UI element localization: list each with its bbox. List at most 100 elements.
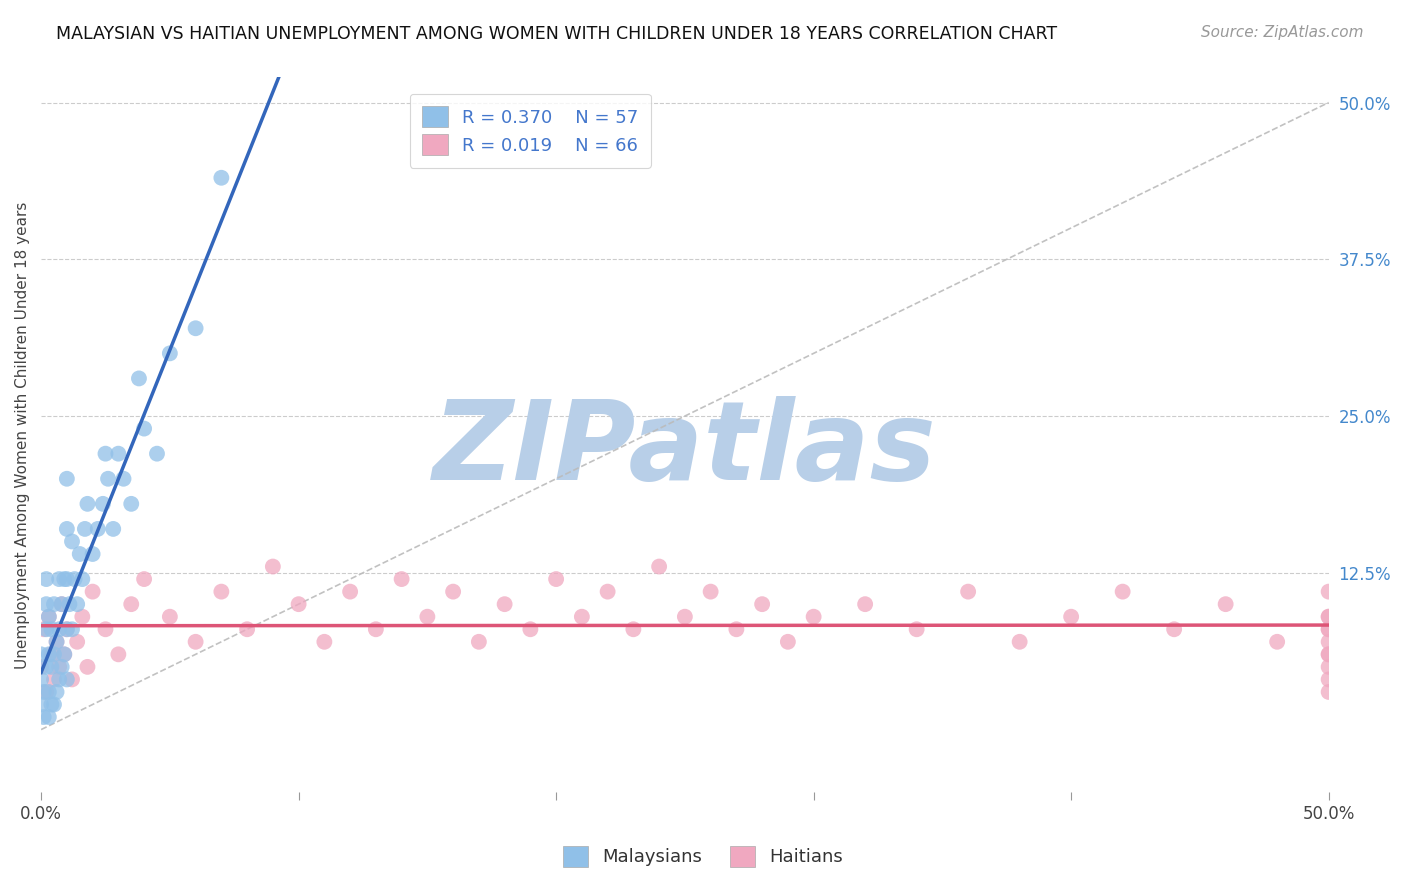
Point — [1317, 648, 1340, 662]
Point — [184, 634, 207, 648]
Point — [1008, 634, 1031, 648]
Point — [38, 648, 60, 662]
Point — [38, 609, 60, 624]
Point — [468, 634, 491, 648]
Point — [120, 497, 142, 511]
Point — [803, 609, 825, 624]
Point — [339, 584, 361, 599]
Point — [42, 648, 65, 662]
Point — [30, 673, 52, 687]
Point — [159, 609, 181, 624]
Point — [48, 572, 70, 586]
Point — [38, 609, 60, 624]
Point — [112, 472, 135, 486]
Point — [146, 447, 169, 461]
Point — [1163, 622, 1185, 636]
Point — [30, 698, 52, 712]
Point — [94, 447, 117, 461]
Point — [45, 634, 67, 648]
Point — [41, 622, 63, 636]
Point — [132, 572, 155, 586]
Point — [1317, 584, 1340, 599]
Point — [725, 622, 748, 636]
Point — [32, 622, 55, 636]
Point — [91, 497, 114, 511]
Point — [45, 634, 67, 648]
Point — [97, 472, 120, 486]
Point — [159, 346, 181, 360]
Point — [53, 648, 76, 662]
Point — [51, 597, 73, 611]
Point — [38, 685, 60, 699]
Point — [673, 609, 696, 624]
Point — [103, 522, 125, 536]
Point — [30, 648, 52, 662]
Point — [72, 609, 94, 624]
Point — [42, 673, 65, 687]
Point — [51, 660, 73, 674]
Point — [87, 522, 110, 536]
Point — [184, 321, 207, 335]
Point — [751, 597, 773, 611]
Point — [42, 597, 65, 611]
Point — [30, 660, 52, 674]
Point — [1317, 648, 1340, 662]
Point — [1265, 634, 1288, 648]
Point — [1317, 634, 1340, 648]
Point — [41, 698, 63, 712]
Point — [41, 648, 63, 662]
Point — [1317, 609, 1340, 624]
Point — [1317, 673, 1340, 687]
Point — [621, 622, 644, 636]
Point — [1317, 685, 1340, 699]
Point — [209, 170, 232, 185]
Point — [1317, 622, 1340, 636]
Point — [60, 622, 83, 636]
Point — [41, 660, 63, 674]
Point — [48, 673, 70, 687]
Point — [1111, 584, 1133, 599]
Point — [72, 572, 94, 586]
Point — [596, 584, 619, 599]
Point — [364, 622, 387, 636]
Point — [236, 622, 259, 636]
Point — [56, 622, 79, 636]
Point — [56, 572, 79, 586]
Point — [905, 622, 928, 636]
Point — [391, 572, 413, 586]
Point — [45, 685, 67, 699]
Point — [82, 584, 104, 599]
Point — [494, 597, 516, 611]
Point — [56, 522, 79, 536]
Point — [1317, 609, 1340, 624]
Point — [60, 534, 83, 549]
Point — [120, 597, 142, 611]
Point — [53, 648, 76, 662]
Point — [56, 472, 79, 486]
Point — [1060, 609, 1083, 624]
Point — [66, 634, 89, 648]
Point — [48, 622, 70, 636]
Point — [48, 660, 70, 674]
Point — [128, 371, 150, 385]
Point — [38, 710, 60, 724]
Legend: Malaysians, Haitians: Malaysians, Haitians — [555, 838, 851, 874]
Point — [957, 584, 980, 599]
Point — [699, 584, 721, 599]
Point — [35, 572, 58, 586]
Point — [546, 572, 568, 586]
Point — [648, 559, 671, 574]
Point — [416, 609, 439, 624]
Point — [314, 634, 336, 648]
Point — [76, 497, 98, 511]
Point — [58, 597, 80, 611]
Point — [42, 698, 65, 712]
Point — [132, 421, 155, 435]
Point — [51, 597, 73, 611]
Point — [209, 584, 232, 599]
Point — [32, 710, 55, 724]
Point — [35, 660, 58, 674]
Point — [63, 572, 86, 586]
Point — [56, 622, 79, 636]
Point — [82, 547, 104, 561]
